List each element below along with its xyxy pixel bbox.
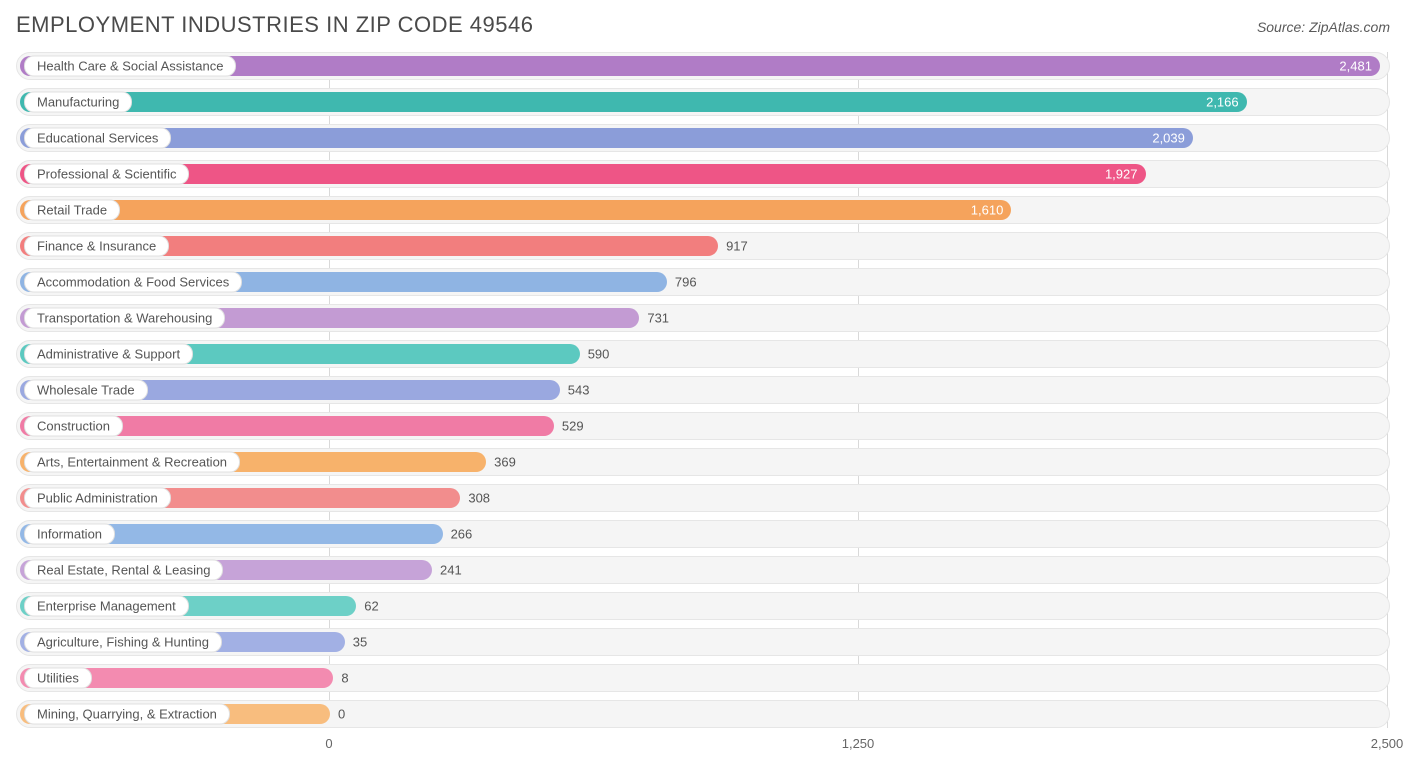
category-pill: Real Estate, Rental & Leasing [24,560,223,581]
value-label: 2,166 [1206,95,1239,110]
value-label: 308 [468,491,490,506]
bar-row: Enterprise Management 62 [16,592,1390,620]
value-label: 266 [451,527,473,542]
chart-source: Source: ZipAtlas.com [1257,19,1390,35]
category-pill: Educational Services [24,128,171,149]
bar-row: Real Estate, Rental & Leasing 241 [16,556,1390,584]
category-pill: Retail Trade [24,200,120,221]
bar-row: Transportation & Warehousing 731 [16,304,1390,332]
bar [20,92,1247,112]
bar-chart: Health Care & Social Assistance 2,481 Manu… [16,52,1390,760]
value-label: 529 [562,419,584,434]
axis-tick: 2,500 [1371,736,1404,751]
bar-row: Construction 529 [16,412,1390,440]
category-pill: Finance & Insurance [24,236,169,257]
plot-area: Health Care & Social Assistance 2,481 Manu… [16,52,1390,728]
bar-row: Accommodation & Food Services 796 [16,268,1390,296]
bar-row: Arts, Entertainment & Recreation 369 [16,448,1390,476]
category-pill: Enterprise Management [24,596,189,617]
bar-row: Information 266 [16,520,1390,548]
bar-row: Agriculture, Fishing & Hunting 35 [16,628,1390,656]
category-pill: Arts, Entertainment & Recreation [24,452,240,473]
category-pill: Agriculture, Fishing & Hunting [24,632,222,653]
x-axis: 01,2502,500 [16,736,1390,760]
category-pill: Information [24,524,115,545]
value-label: 543 [568,383,590,398]
value-label: 62 [364,599,378,614]
category-pill: Professional & Scientific [24,164,189,185]
value-label: 2,481 [1339,59,1372,74]
chart-header: EMPLOYMENT INDUSTRIES IN ZIP CODE 49546 … [16,12,1390,38]
category-pill: Manufacturing [24,92,132,113]
value-label: 369 [494,455,516,470]
category-pill: Construction [24,416,123,437]
bar-row: Mining, Quarrying, & Extraction 0 [16,700,1390,728]
category-pill: Accommodation & Food Services [24,272,242,293]
value-label: 8 [341,671,348,686]
value-label: 1,927 [1105,167,1138,182]
bar-row: Public Administration 308 [16,484,1390,512]
axis-tick: 0 [325,736,332,751]
bar [20,200,1011,220]
bar-row: Educational Services 2,039 [16,124,1390,152]
value-label: 35 [353,635,367,650]
bar-row: Retail Trade 1,610 [16,196,1390,224]
value-label: 241 [440,563,462,578]
category-pill: Health Care & Social Assistance [24,56,236,77]
category-pill: Transportation & Warehousing [24,308,225,329]
source-name: ZipAtlas.com [1309,19,1390,35]
value-label: 2,039 [1152,131,1185,146]
category-pill: Public Administration [24,488,171,509]
source-label: Source: [1257,19,1305,35]
category-pill: Mining, Quarrying, & Extraction [24,704,230,725]
value-label: 917 [726,239,748,254]
bar-row: Utilities 8 [16,664,1390,692]
bar-row: Professional & Scientific 1,927 [16,160,1390,188]
axis-tick: 1,250 [842,736,875,751]
bar-row: Wholesale Trade 543 [16,376,1390,404]
value-label: 1,610 [971,203,1004,218]
value-label: 590 [588,347,610,362]
category-pill: Administrative & Support [24,344,193,365]
value-label: 0 [338,707,345,722]
bar [20,128,1193,148]
category-pill: Wholesale Trade [24,380,148,401]
bar-row: Health Care & Social Assistance 2,481 [16,52,1390,80]
category-pill: Utilities [24,668,92,689]
bar-row: Finance & Insurance 917 [16,232,1390,260]
value-label: 796 [675,275,697,290]
bar-row: Manufacturing 2,166 [16,88,1390,116]
chart-title: EMPLOYMENT INDUSTRIES IN ZIP CODE 49546 [16,12,534,38]
value-label: 731 [647,311,669,326]
bar-row: Administrative & Support 590 [16,340,1390,368]
